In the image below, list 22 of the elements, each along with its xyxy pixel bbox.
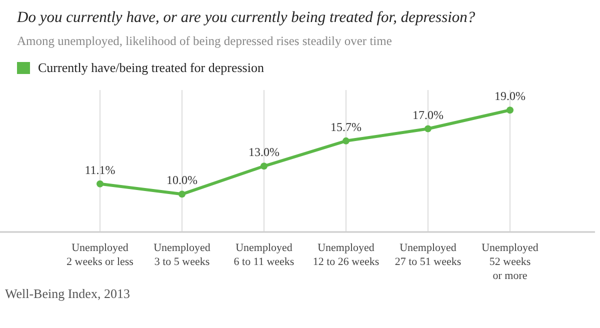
data-label: 17.0%	[412, 108, 444, 122]
point	[178, 190, 186, 198]
text: Well-Being Index, 2013	[5, 286, 130, 301]
data-label: 10.0%	[166, 173, 198, 188]
point	[424, 125, 432, 132]
x-tick-label: Unemployed 27 to 51 weeks	[394, 242, 462, 268]
legend-label: Currently have/being treated for depression	[38, 60, 264, 75]
x-tick-label: Unemployed 52 weeks or more	[482, 242, 539, 282]
x-tick-label: Unemployed 2 weeks or less	[66, 242, 134, 268]
chart-subtitle: Among unemployed, likelihood of being depressed rises steadily over time	[17, 34, 392, 48]
data-label: 15.7%	[330, 120, 362, 134]
point	[342, 137, 350, 144]
point	[96, 180, 104, 188]
x-tick-label: Unemployed 3 to 5 weeks	[154, 242, 211, 268]
point	[260, 162, 268, 170]
data-label: 11.1%	[84, 162, 116, 177]
point	[506, 106, 514, 114]
x-tick-label: Unemployed 6 to 11 weeks	[234, 242, 294, 268]
data-label: 19.0%	[494, 89, 526, 104]
x-tick-label: Unemployed 12 to 26 weeks	[312, 242, 380, 268]
data-label: 13.0%	[248, 145, 280, 160]
chart-title: Do you currently have, or are you currently being treated for, depression?	[16, 9, 476, 26]
